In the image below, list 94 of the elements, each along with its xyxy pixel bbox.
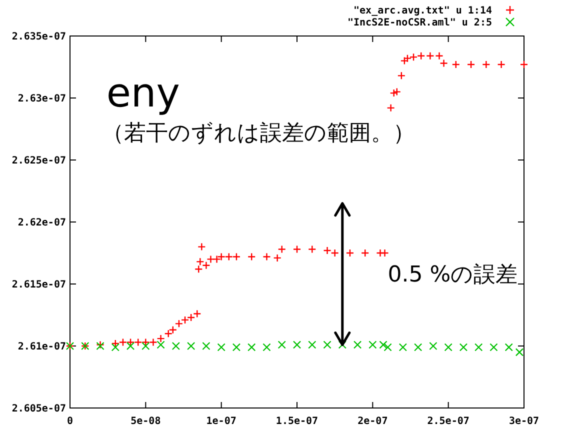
point (520, 60, 528, 69)
point (403, 54, 412, 62)
y-tick-label: 2.635e-07 (12, 32, 66, 42)
point (126, 338, 135, 346)
point (504, 343, 513, 352)
point (206, 255, 215, 264)
x-tick-label: 2.5e-07 (427, 416, 470, 427)
legend-label: "ex_arc.avg.txt" u 1:14 (354, 6, 492, 16)
x-tick-label: 3e-07 (508, 416, 540, 427)
point (134, 338, 142, 346)
point (111, 343, 120, 352)
point (198, 242, 206, 251)
point (452, 60, 460, 69)
point (168, 326, 178, 334)
point (142, 342, 150, 350)
y-tick-label: 2.615e-07 (12, 280, 66, 290)
point (474, 343, 483, 352)
point (346, 248, 354, 258)
point (232, 252, 241, 261)
point (292, 245, 302, 254)
point (308, 245, 316, 254)
annotation: （若干のずれは誤差の範囲。） (102, 121, 415, 146)
point (409, 52, 418, 62)
point (217, 343, 226, 352)
point (142, 338, 150, 346)
point (126, 342, 135, 350)
point (482, 60, 490, 69)
y-tick-label: 2.605e-07 (12, 404, 66, 414)
point (278, 340, 286, 349)
point (414, 343, 422, 352)
point (429, 342, 438, 350)
point (368, 340, 377, 349)
point (435, 52, 444, 60)
point (193, 310, 202, 318)
point (444, 343, 452, 352)
point (224, 252, 233, 261)
x-tick-label: 1.5e-07 (276, 416, 318, 427)
y-tick-label: 2.63e-07 (18, 94, 66, 104)
point (384, 343, 392, 352)
point (292, 340, 302, 349)
point (186, 342, 196, 350)
point (232, 343, 241, 352)
point (262, 343, 271, 352)
point (174, 320, 184, 328)
point (262, 252, 271, 261)
legend-label: "IncS2E-noCSR.aml" u 2:5 (348, 18, 492, 28)
point (194, 265, 203, 274)
point (440, 59, 448, 68)
point (397, 72, 406, 80)
point (323, 246, 332, 255)
point (426, 52, 434, 60)
point (376, 248, 384, 258)
point (172, 342, 180, 350)
point (392, 88, 401, 96)
point (416, 52, 426, 60)
point (386, 104, 395, 112)
y-tick-label: 2.62e-07 (18, 218, 66, 228)
point (248, 343, 256, 352)
point (186, 313, 196, 322)
point (398, 343, 408, 352)
annotation: eny (106, 70, 180, 117)
point (149, 338, 158, 346)
point (308, 340, 316, 349)
point (156, 334, 165, 343)
x-tick-label: 1e-07 (206, 416, 236, 427)
x-tick-label: 0 (66, 416, 74, 427)
point (323, 340, 332, 349)
x-tick-label: 5e-08 (130, 416, 161, 427)
y-tick-label: 2.61e-07 (18, 342, 66, 352)
point (202, 342, 210, 350)
point (118, 338, 128, 346)
point (212, 255, 221, 264)
point (515, 348, 524, 356)
point (380, 248, 389, 258)
x-tick-label: 2e-07 (358, 416, 388, 427)
point (273, 254, 282, 262)
point (459, 343, 468, 352)
point (164, 330, 172, 338)
point (379, 340, 388, 349)
point (278, 245, 286, 254)
point (466, 60, 476, 69)
point (361, 248, 370, 258)
point (497, 60, 506, 69)
point (156, 340, 165, 349)
point (180, 316, 190, 324)
point (338, 340, 346, 349)
point (217, 252, 226, 261)
point (390, 88, 398, 98)
annotation: 0.5 %の誤差 (388, 262, 518, 288)
point (248, 252, 256, 261)
y-tick-label: 2.625e-07 (12, 156, 66, 166)
point (490, 343, 498, 352)
point (330, 248, 339, 258)
point (353, 340, 362, 349)
